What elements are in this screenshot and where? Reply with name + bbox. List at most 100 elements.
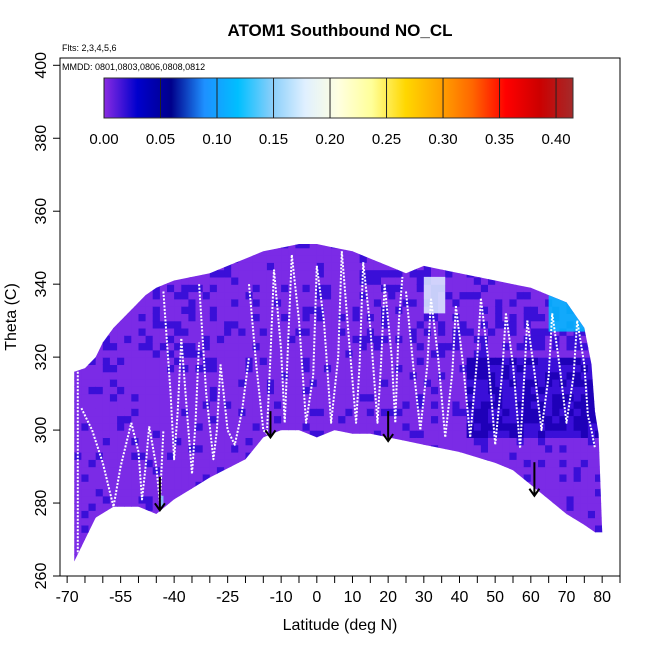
heatmap-cell [288, 488, 296, 497]
heatmap-cell [131, 291, 139, 300]
heatmap-cell [74, 503, 82, 511]
heatmap-cell [416, 349, 425, 358]
heatmap-cell [288, 327, 296, 336]
heatmap-cell [509, 349, 518, 358]
heatmap-cell [88, 393, 97, 402]
heatmap-cell [509, 255, 518, 263]
heatmap-cell [109, 335, 118, 344]
heatmap-cell [167, 320, 175, 329]
heatmap-cell [473, 371, 482, 380]
heatmap-cell [74, 313, 82, 322]
heatmap-cell [502, 510, 510, 519]
heatmap-cell [502, 291, 510, 300]
heatmap-cell [302, 400, 311, 409]
heatmap-cell [573, 481, 582, 490]
heatmap-cell [216, 554, 225, 562]
heatmap-cell [416, 320, 425, 329]
heatmap-cell [552, 437, 560, 446]
heatmap-cell [402, 524, 411, 533]
x-tick-label: 0 [312, 589, 321, 606]
heatmap-cell [195, 379, 204, 387]
heatmap-cell [216, 444, 225, 453]
heatmap-cell [573, 408, 582, 417]
heatmap-cell [602, 255, 603, 263]
heatmap-cell [181, 335, 189, 344]
heatmap-cell [459, 430, 468, 438]
heatmap-cell [167, 517, 175, 526]
heatmap-cell [88, 247, 97, 256]
heatmap-cell [431, 488, 439, 497]
heatmap-cell [331, 269, 339, 278]
heatmap-cell [309, 327, 318, 336]
x-tick-label: 70 [558, 589, 576, 606]
heatmap-cell [167, 262, 175, 271]
heatmap-cell [281, 444, 289, 453]
heatmap-cell [224, 422, 232, 431]
heatmap-cell [266, 244, 275, 249]
heatmap-cell [366, 481, 375, 490]
heatmap-cell [245, 488, 254, 497]
heatmap-cell [473, 262, 482, 271]
x-axis-label: Latitude (deg N) [283, 617, 398, 634]
heatmap-cell [253, 561, 261, 569]
heatmap-cell [402, 342, 411, 351]
heatmap-cell [359, 284, 368, 293]
heatmap-cell [538, 291, 546, 300]
heatmap-cell [138, 437, 147, 446]
heatmap-cell [402, 371, 411, 380]
heatmap-cell [209, 298, 218, 307]
heatmap-cell [281, 313, 289, 322]
heatmap-cell [231, 291, 239, 300]
heatmap-cell [231, 349, 239, 358]
heatmap-cell [95, 244, 104, 249]
heatmap-cell [309, 393, 318, 402]
heatmap-cell [167, 503, 175, 511]
heatmap-cell [480, 393, 489, 402]
heatmap-cell [466, 554, 475, 562]
heatmap-cell [202, 276, 211, 285]
heatmap-cell [573, 379, 582, 387]
heatmap-cell [338, 244, 346, 249]
heatmap-cell [309, 364, 318, 373]
heatmap-cell [281, 459, 289, 468]
heatmap-cell [416, 386, 425, 395]
heatmap-cell [81, 459, 90, 468]
heatmap-cell [238, 291, 246, 300]
heatmap-cell [274, 349, 282, 358]
heatmap-cell [452, 349, 461, 358]
heatmap-cell [523, 244, 532, 249]
heatmap-cell [323, 554, 332, 562]
heatmap-cell [381, 371, 389, 380]
heatmap-cell [259, 437, 268, 446]
heatmap-cell [302, 437, 311, 446]
heatmap-cell [266, 306, 275, 314]
heatmap-cell [252, 335, 261, 344]
heatmap-cell [338, 269, 346, 278]
heatmap-cell [388, 284, 396, 293]
heatmap-cell [202, 291, 211, 300]
heatmap-cell [595, 357, 603, 365]
heatmap-cell [488, 459, 496, 468]
heatmap-cell [488, 371, 496, 380]
heatmap-cell [238, 262, 246, 271]
heatmap-cell [595, 495, 603, 504]
heatmap-cell [124, 481, 132, 490]
y-axis-label: Theta (C) [3, 283, 20, 351]
heatmap-cell [552, 262, 560, 271]
heatmap-cell [373, 298, 382, 307]
heatmap-cell [174, 495, 182, 504]
heatmap-cell [231, 284, 239, 293]
heatmap-cell [145, 342, 154, 351]
heatmap-cell [95, 291, 104, 300]
heatmap-cell [323, 291, 332, 300]
heatmap-cell [167, 335, 175, 344]
heatmap-cell [152, 255, 161, 263]
heatmap-cell [102, 546, 111, 555]
heatmap-cell [224, 262, 232, 271]
heatmap-cell [352, 481, 361, 490]
heatmap-cell [602, 364, 603, 373]
heatmap-cell [495, 539, 503, 548]
heatmap-cell [559, 495, 568, 504]
heatmap-cell [431, 386, 439, 395]
heatmap-cell [274, 510, 282, 519]
